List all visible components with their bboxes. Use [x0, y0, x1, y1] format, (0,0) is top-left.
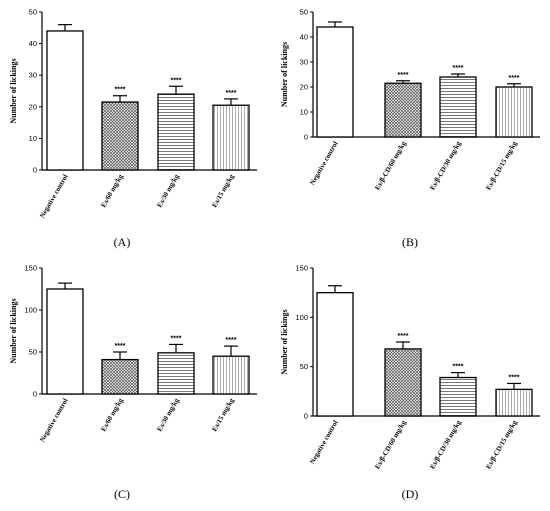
significance-label: ****: [115, 87, 126, 94]
bar: [316, 292, 354, 417]
significance-label: ****: [171, 77, 182, 84]
bar: [316, 26, 354, 138]
y-tick-label: 0: [33, 166, 37, 175]
significance-label: ****: [226, 90, 237, 97]
significance-label: ****: [171, 335, 182, 342]
y-tick-label: 20: [300, 83, 308, 92]
y-tick-label: 10: [29, 134, 37, 143]
category-label: Es/β-CD/15 mg/kg: [484, 419, 519, 471]
y-tick-label: 20: [29, 102, 37, 111]
y-tick-label: 0: [304, 133, 308, 142]
category-label: Negative control: [38, 173, 69, 220]
category-label: Negative control: [308, 419, 339, 466]
bar: [101, 358, 139, 395]
category-label: Es/60 mg/kg: [99, 397, 125, 433]
bar: [212, 104, 250, 171]
y-tick-label: 50: [300, 8, 308, 17]
chart-panel-b: Number of lickings 0 10 20 30 40 50 Negative co…: [280, 8, 540, 249]
significance-label: ****: [509, 374, 520, 381]
bar: [439, 376, 477, 417]
significance-label: ****: [226, 337, 237, 344]
category-label: Es/15 mg/kg: [210, 397, 236, 433]
y-tick-label: 30: [29, 71, 37, 80]
category-label: Es/60 mg/kg: [99, 173, 125, 209]
bar: [46, 288, 84, 395]
significance-label: ****: [398, 333, 409, 340]
y-tick-label: 50: [300, 362, 308, 371]
significance-label: ****: [115, 343, 126, 350]
y-axis-label: Number of lickings: [280, 42, 289, 107]
panel-label: (C): [114, 487, 130, 501]
category-label: Es/15 mg/kg: [210, 173, 236, 209]
chart-panel-a: Number of lickings 0 10 20 30 40 50 Negative co…: [9, 8, 257, 249]
bar: [384, 82, 422, 138]
y-tick-label: 30: [300, 58, 308, 67]
bar: [495, 388, 533, 417]
y-axis-label: Number of lickings: [9, 298, 18, 363]
category-label: Es/30 mg/kg: [155, 397, 181, 433]
panel-label: (D): [402, 487, 419, 501]
y-tick-label: 100: [24, 306, 37, 315]
panel-label: (B): [402, 235, 418, 249]
category-label: Es/β-CD/60 mg/kg: [373, 419, 408, 471]
bar: [439, 76, 477, 138]
bar: [384, 348, 422, 417]
category-label: Es/30 mg/kg: [155, 173, 181, 209]
y-tick-label: 0: [304, 412, 308, 421]
y-axis-label: Number of lickings: [280, 309, 289, 374]
bar: [212, 355, 250, 395]
panel-label: (A): [114, 235, 131, 249]
category-label: Negative control: [38, 397, 69, 444]
bar: [46, 30, 84, 171]
y-axis-label: Number of lickings: [9, 58, 18, 123]
bar: [157, 93, 195, 171]
y-tick-label: 50: [29, 348, 37, 357]
chart-panel-c: Number of lickings 0 50 100 150 Negative cont…: [9, 264, 257, 501]
bar: [157, 352, 195, 395]
category-label: Es/β-CD/60 mg/kg: [373, 140, 408, 192]
bar: [495, 86, 533, 138]
category-label: Es/β-CD/30 mg/kg: [428, 419, 463, 471]
y-tick-label: 100: [295, 313, 308, 322]
y-tick-label: 10: [300, 108, 308, 117]
significance-label: ****: [509, 75, 520, 82]
bar: [101, 101, 139, 171]
category-label: Negative control: [308, 140, 339, 187]
significance-label: ****: [398, 72, 409, 79]
y-tick-label: 50: [29, 8, 37, 17]
y-tick-label: 150: [295, 264, 308, 273]
y-tick-label: 150: [24, 264, 37, 273]
y-tick-label: 0: [33, 390, 37, 399]
significance-label: ****: [453, 65, 464, 72]
y-tick-label: 40: [29, 39, 37, 48]
y-tick-label: 40: [300, 33, 308, 42]
category-label: Es/β-CD/15 mg/kg: [484, 140, 519, 192]
chart-panel-d: Number of lickings 0 50 100 150 Negative cont…: [280, 264, 540, 501]
significance-label: ****: [453, 364, 464, 371]
category-label: Es/β-CD/30 mg/kg: [428, 140, 463, 192]
